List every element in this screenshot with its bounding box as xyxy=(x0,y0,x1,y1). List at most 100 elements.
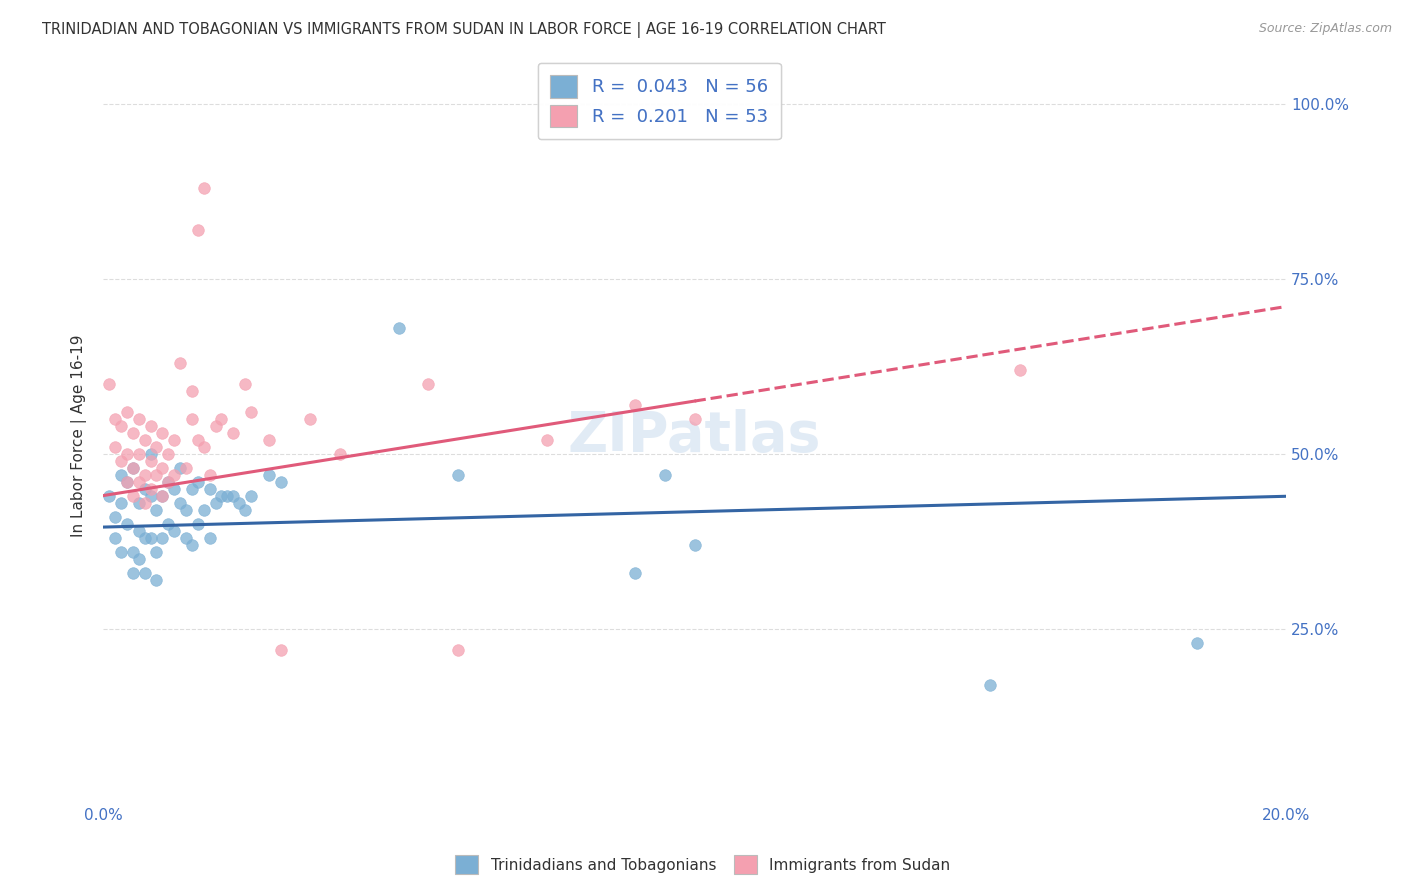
Point xyxy=(115,475,138,489)
Point xyxy=(139,453,162,467)
Point xyxy=(128,495,150,509)
Point xyxy=(128,411,150,425)
Point xyxy=(233,376,256,391)
Y-axis label: In Labor Force | Age 16-19: In Labor Force | Age 16-19 xyxy=(72,334,87,537)
Point xyxy=(145,440,167,454)
Point xyxy=(104,411,127,425)
Point xyxy=(299,411,322,425)
Text: Source: ZipAtlas.com: Source: ZipAtlas.com xyxy=(1258,22,1392,36)
Point xyxy=(329,446,352,460)
Point xyxy=(110,467,132,482)
Point xyxy=(139,531,162,545)
Point xyxy=(139,482,162,496)
Point xyxy=(388,320,411,334)
Point xyxy=(211,411,233,425)
Point xyxy=(174,502,197,516)
Point xyxy=(134,495,156,509)
Point xyxy=(418,376,440,391)
Point xyxy=(187,475,209,489)
Legend: R =  0.043   N = 56, R =  0.201   N = 53: R = 0.043 N = 56, R = 0.201 N = 53 xyxy=(537,62,780,139)
Point xyxy=(180,384,202,398)
Point xyxy=(163,482,186,496)
Point xyxy=(139,489,162,503)
Point xyxy=(193,180,215,194)
Point xyxy=(134,531,156,545)
Point xyxy=(145,544,167,558)
Point xyxy=(198,482,221,496)
Point xyxy=(115,516,138,531)
Point xyxy=(134,467,156,482)
Point xyxy=(121,460,143,475)
Point xyxy=(204,495,226,509)
Point xyxy=(233,502,256,516)
Point xyxy=(145,573,167,587)
Point xyxy=(169,460,191,475)
Point xyxy=(157,446,180,460)
Point xyxy=(169,495,191,509)
Point xyxy=(193,440,215,454)
Point xyxy=(198,467,221,482)
Point xyxy=(157,475,180,489)
Point xyxy=(139,446,162,460)
Point xyxy=(180,538,202,552)
Point xyxy=(134,566,156,580)
Point xyxy=(447,467,470,482)
Point xyxy=(128,524,150,538)
Point xyxy=(270,642,292,657)
Point xyxy=(174,531,197,545)
Point xyxy=(104,440,127,454)
Point xyxy=(145,502,167,516)
Point xyxy=(257,433,280,447)
Point xyxy=(98,376,121,391)
Legend: Trinidadians and Tobagonians, Immigrants from Sudan: Trinidadians and Tobagonians, Immigrants… xyxy=(450,849,956,880)
Point xyxy=(193,502,215,516)
Point xyxy=(174,460,197,475)
Point xyxy=(240,489,263,503)
Point xyxy=(169,355,191,369)
Point xyxy=(187,433,209,447)
Point xyxy=(104,531,127,545)
Point xyxy=(121,425,143,440)
Point xyxy=(128,475,150,489)
Point xyxy=(979,677,1001,691)
Point xyxy=(683,411,706,425)
Point xyxy=(187,516,209,531)
Text: TRINIDADIAN AND TOBAGONIAN VS IMMIGRANTS FROM SUDAN IN LABOR FORCE | AGE 16-19 C: TRINIDADIAN AND TOBAGONIAN VS IMMIGRANTS… xyxy=(42,22,886,38)
Point xyxy=(134,482,156,496)
Point xyxy=(270,475,292,489)
Point xyxy=(115,404,138,418)
Point xyxy=(157,516,180,531)
Point xyxy=(110,544,132,558)
Point xyxy=(163,433,186,447)
Point xyxy=(654,467,676,482)
Point xyxy=(128,446,150,460)
Point xyxy=(150,425,173,440)
Point xyxy=(110,418,132,433)
Point xyxy=(110,495,132,509)
Point xyxy=(163,524,186,538)
Point xyxy=(624,398,647,412)
Point xyxy=(180,411,202,425)
Point xyxy=(121,544,143,558)
Point xyxy=(683,538,706,552)
Point xyxy=(110,453,132,467)
Point xyxy=(447,642,470,657)
Point xyxy=(115,446,138,460)
Point xyxy=(257,467,280,482)
Point xyxy=(121,460,143,475)
Point xyxy=(150,460,173,475)
Point xyxy=(128,551,150,566)
Point xyxy=(115,475,138,489)
Point xyxy=(240,404,263,418)
Point xyxy=(139,418,162,433)
Point xyxy=(145,467,167,482)
Point xyxy=(198,531,221,545)
Point xyxy=(163,467,186,482)
Text: ZIPatlas: ZIPatlas xyxy=(568,409,821,463)
Point xyxy=(121,566,143,580)
Point xyxy=(150,489,173,503)
Point xyxy=(536,433,558,447)
Point xyxy=(222,489,245,503)
Point xyxy=(157,475,180,489)
Point xyxy=(624,566,647,580)
